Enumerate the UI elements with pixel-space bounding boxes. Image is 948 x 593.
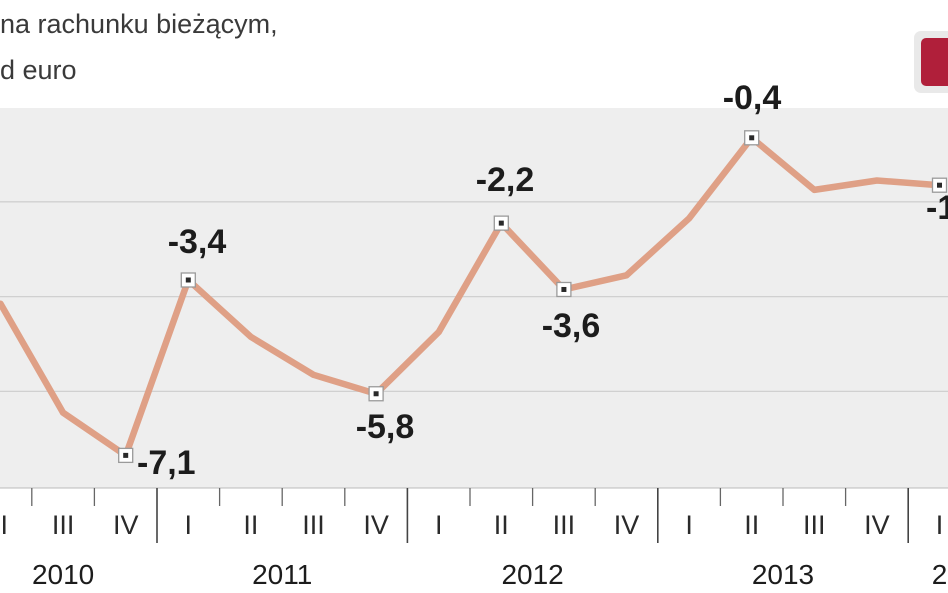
x-axis: IIIIIIV2010IIIIIIIV2011IIIIIIIV2012IIIII… [0,487,948,590]
quarter-label: II [0,510,8,540]
data-marker-dot [749,135,755,141]
year-label-2: 2 [932,559,948,590]
year-label-2010: 2010 [32,559,94,590]
chart-title-line-2: d euro [0,55,77,85]
data-marker-dot [123,452,129,458]
year-label-2013: 2013 [752,559,814,590]
quarter-label: II [494,510,509,540]
year-label-2012: 2012 [501,559,563,590]
data-label: -3,4 [168,223,227,261]
data-marker-dot [937,182,942,188]
quarter-label: IV [363,510,389,540]
gridlines [0,201,948,393]
chart-title-line-1: na rachunku bieżącym, [0,9,278,39]
quarter-label: IV [113,510,139,540]
data-marker-dot [185,277,191,283]
data-marker-dot [561,286,567,292]
quarter-label: III [302,510,325,540]
data-marker-dot [373,391,379,397]
data-label: -5,8 [356,408,415,446]
data-marker-dot [498,220,504,226]
quarter-label: I [185,510,193,540]
data-labels: -7,1 -3,4 -5,8 -2,2 -3,6 -0,4 -1, [137,79,948,482]
series-line [0,134,943,459]
data-label: -7,1 [137,444,196,482]
data-label: -2,2 [476,161,535,199]
legend-badge-value: - [921,38,948,86]
quarter-label: IV [864,510,890,540]
quarter-label: IV [614,510,640,540]
quarter-label: III [803,510,826,540]
quarter-label: I [685,510,693,540]
year-label-2011: 2011 [252,559,312,590]
quarter-label: I [435,510,443,540]
legend-badge: - [914,31,948,93]
data-label: -3,6 [542,307,601,345]
quarter-label: II [243,510,258,540]
data-label: -1, [926,189,948,227]
data-label: -0,4 [723,79,782,117]
quarter-label: II [744,510,759,540]
quarter-label: I [936,510,944,540]
quarter-label: III [553,510,576,540]
series-layer [0,130,948,464]
quarter-label: III [52,510,75,540]
plot-background [0,108,948,488]
